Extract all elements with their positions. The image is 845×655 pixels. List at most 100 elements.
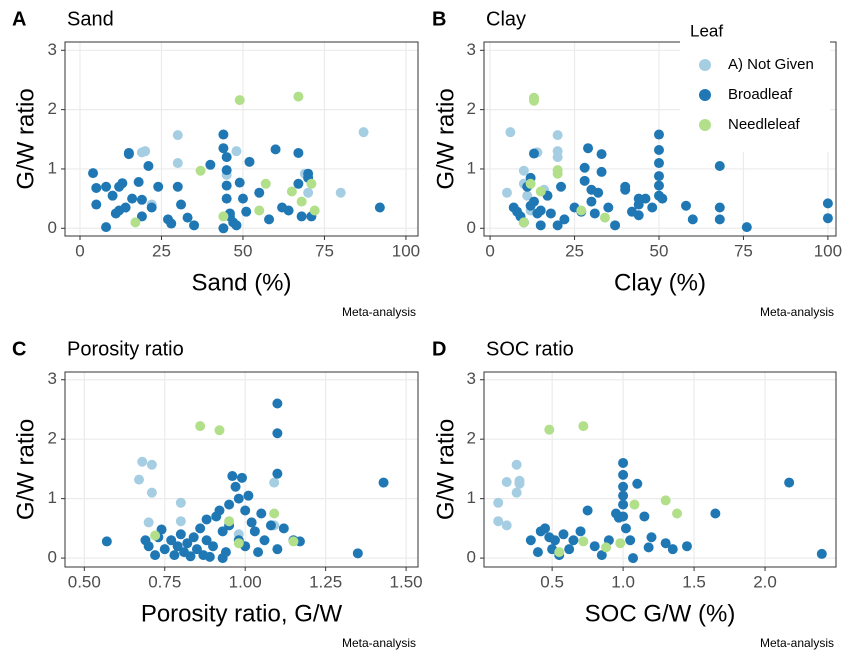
data-point [306,178,317,189]
data-point [272,398,283,409]
x-tick-label: 25 [565,241,584,260]
panel-label: B [432,8,446,30]
data-point [601,542,612,553]
data-point [303,187,314,198]
data-point [146,202,157,213]
data-point [233,538,244,549]
y-tick-label: 2 [467,99,476,118]
data-point [175,516,186,527]
x-tick-label: 1.50 [390,572,423,591]
data-point [230,481,241,492]
data-point [227,471,238,482]
data-point [259,535,270,546]
data-point [231,220,242,231]
data-point [101,181,112,192]
data-point [221,193,232,204]
data-point [633,210,644,221]
x-tick-label: 75 [315,241,334,260]
data-point [575,526,586,537]
data-point [558,529,569,540]
x-tick-label: 0 [75,241,84,260]
data-point [618,481,629,492]
panel-title: Sand [67,8,114,30]
y-axis-label: G/W ratio [12,419,39,520]
data-point [532,547,543,558]
data-point [618,469,629,480]
x-tick-label: 1.0 [611,572,635,591]
data-point [681,200,692,211]
data-point [501,476,512,487]
y-tick-label: 3 [48,369,57,388]
data-point [107,190,118,201]
data-point [784,477,795,488]
data-point [589,541,600,552]
data-point [221,165,232,176]
data-point [269,508,280,519]
data-point [256,508,267,519]
data-point [358,127,369,138]
x-tick-label: 100 [814,241,842,260]
data-point [218,223,229,234]
data-point [204,551,215,562]
data-point [564,544,575,555]
data-point [511,487,522,498]
y-axis-label: G/W ratio [12,88,39,189]
data-point [188,532,199,543]
panel-label: C [12,338,26,360]
data-point [137,456,148,467]
data-point [166,218,177,229]
y-tick-label: 0 [48,218,57,237]
data-point [552,168,563,179]
y-tick-label: 0 [48,548,57,567]
data-point [143,517,154,528]
data-point [159,544,170,555]
caption: Meta-analysis [342,636,416,650]
data-point [214,425,225,436]
data-point [150,550,161,561]
legend-label: A) Not Given [728,56,814,73]
data-point [653,171,664,182]
data-point [653,144,664,155]
data-point [217,526,228,537]
caption: Meta-analysis [760,305,834,319]
data-point [237,193,248,204]
data-point [618,511,629,522]
data-point [240,505,251,516]
data-point [568,535,579,546]
data-point [136,211,147,222]
data-point [243,490,254,501]
data-point [146,459,157,470]
data-point [335,187,346,198]
plot-background [484,372,836,567]
data-point [518,217,529,228]
x-tick-label: 1.25 [309,572,342,591]
data-point [143,541,154,552]
data-point [660,538,671,549]
data-point [535,186,546,197]
data-point [653,129,664,140]
data-point [554,547,565,558]
data-point [643,542,654,553]
data-point [518,165,529,176]
data-point [182,212,193,223]
data-point [505,127,516,138]
data-point [272,468,283,479]
data-point [88,168,99,179]
data-point [511,459,522,470]
x-tick-label: 50 [234,241,253,260]
data-point [293,178,304,189]
data-point [552,152,563,163]
data-point [599,212,610,223]
x-tick-label: 0.50 [68,572,101,591]
data-point [201,514,212,525]
caption: Meta-analysis [342,305,416,319]
data-point [246,517,257,528]
data-point [172,541,183,552]
y-tick-label: 2 [467,429,476,448]
data-point [653,158,664,169]
data-point [234,95,245,106]
plot-border [64,371,419,568]
x-tick-label: 2.0 [753,572,777,591]
legend-swatch [699,59,711,71]
data-point [296,196,307,207]
